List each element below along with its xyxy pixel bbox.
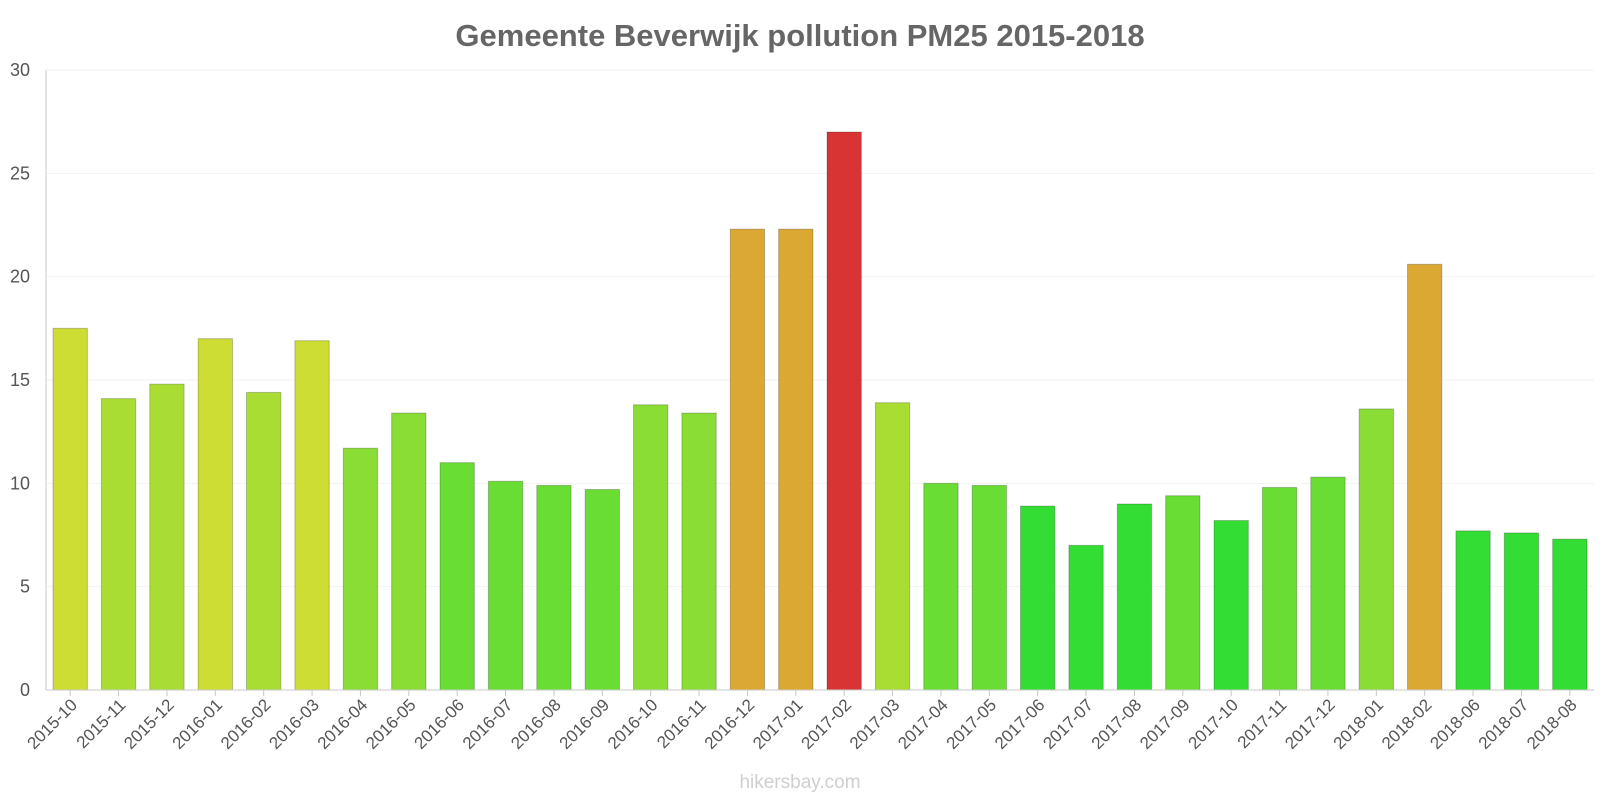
bar-2015-10 bbox=[52, 327, 88, 691]
x-tick-label: 2016-10 bbox=[604, 695, 662, 753]
bar-2017-10 bbox=[1213, 520, 1249, 691]
x-tick-label: 2017-05 bbox=[943, 695, 1001, 753]
x-tick-label: 2016-12 bbox=[701, 695, 759, 753]
x-tick-label: 2017-04 bbox=[894, 695, 952, 753]
x-tick-label: 2016-04 bbox=[314, 695, 372, 753]
bar-2017-07 bbox=[1068, 544, 1104, 691]
x-tick-label: 2016-09 bbox=[556, 695, 614, 753]
bar-2018-07 bbox=[1503, 532, 1540, 691]
x-tick-label: 2018-01 bbox=[1330, 695, 1388, 753]
y-tick-label: 10 bbox=[10, 473, 30, 493]
chart-title: Gemeente Beverwijk pollution PM25 2015-2… bbox=[455, 18, 1144, 53]
y-tick-label: 15 bbox=[10, 370, 30, 390]
y-tick-label: 30 bbox=[10, 60, 30, 80]
bar-2016-11 bbox=[681, 412, 717, 691]
bar-2016-08 bbox=[536, 484, 572, 691]
x-tick-label: 2016-05 bbox=[362, 695, 420, 753]
bar-2018-06 bbox=[1455, 530, 1491, 691]
y-tick-label: 20 bbox=[10, 267, 30, 287]
x-tick-label: 2016-08 bbox=[507, 695, 565, 753]
y-tick-labels: 0 5 10 15 20 25 30 bbox=[10, 60, 30, 700]
bar-2016-09 bbox=[584, 489, 620, 691]
bar-series bbox=[52, 131, 1588, 691]
bar-2016-10 bbox=[633, 404, 669, 691]
bar-2018-08 bbox=[1552, 538, 1588, 691]
x-tick-labels: 2015-102015-112015-122016-012016-022016-… bbox=[23, 690, 1581, 753]
x-tick-label: 2016-01 bbox=[169, 695, 227, 753]
bar-2018-01 bbox=[1358, 408, 1394, 691]
bar-2017-05 bbox=[971, 484, 1007, 691]
bar-2017-09 bbox=[1165, 495, 1201, 691]
x-tick-label: 2018-02 bbox=[1378, 695, 1436, 753]
x-tick-label: 2017-01 bbox=[749, 695, 807, 753]
x-tick-label: 2015-12 bbox=[120, 695, 178, 753]
bar-2016-03 bbox=[294, 340, 330, 691]
x-tick-label: 2016-11 bbox=[653, 695, 710, 752]
bar-2017-01 bbox=[778, 228, 814, 691]
x-tick-label: 2017-06 bbox=[991, 695, 1049, 753]
watermark-credit: hikersbay.com bbox=[739, 772, 860, 793]
bar-2016-02 bbox=[246, 391, 282, 691]
x-tick-label: 2017-10 bbox=[1184, 695, 1242, 753]
y-tick-label: 5 bbox=[20, 577, 30, 597]
bar-2017-03 bbox=[874, 402, 911, 691]
x-tick-label: 2016-07 bbox=[459, 695, 517, 753]
x-tick-label: 2015-11 bbox=[73, 695, 130, 752]
x-tick-label: 2017-03 bbox=[846, 695, 904, 753]
bar-2017-02 bbox=[826, 131, 862, 691]
y-tick-label: 25 bbox=[10, 163, 30, 183]
x-tick-label: 2016-03 bbox=[265, 695, 323, 753]
bar-2017-04 bbox=[923, 482, 959, 691]
x-tick-label: 2017-11 bbox=[1234, 695, 1291, 752]
x-tick-label: 2017-08 bbox=[1088, 695, 1146, 753]
bar-2015-12 bbox=[149, 383, 185, 691]
bar-2017-11 bbox=[1261, 486, 1298, 691]
bar-2016-12 bbox=[729, 228, 766, 691]
x-tick-label: 2015-10 bbox=[23, 695, 81, 753]
x-tick-label: 2017-09 bbox=[1136, 695, 1194, 753]
x-tick-label: 2016-02 bbox=[217, 695, 275, 753]
x-tick-label: 2017-02 bbox=[797, 695, 855, 753]
x-tick-label: 2016-06 bbox=[410, 695, 468, 753]
bar-2016-04 bbox=[342, 447, 379, 691]
bar-2015-11 bbox=[100, 398, 137, 691]
x-tick-label: 2017-07 bbox=[1039, 695, 1097, 753]
bar-2016-05 bbox=[391, 412, 427, 691]
bar-2017-08 bbox=[1116, 503, 1153, 691]
bar-2016-06 bbox=[439, 462, 475, 691]
bar-2018-02 bbox=[1407, 263, 1443, 691]
x-tick-label: 2018-07 bbox=[1475, 695, 1533, 753]
bar-2017-12 bbox=[1310, 476, 1346, 691]
bar-2017-06 bbox=[1020, 505, 1056, 691]
x-tick-label: 2018-06 bbox=[1426, 695, 1484, 753]
bar-2016-07 bbox=[487, 480, 524, 691]
x-tick-label: 2017-12 bbox=[1281, 695, 1339, 753]
bar-2016-01 bbox=[197, 338, 233, 691]
y-tick-label: 0 bbox=[20, 680, 30, 700]
x-tick-label: 2018-08 bbox=[1523, 695, 1581, 753]
